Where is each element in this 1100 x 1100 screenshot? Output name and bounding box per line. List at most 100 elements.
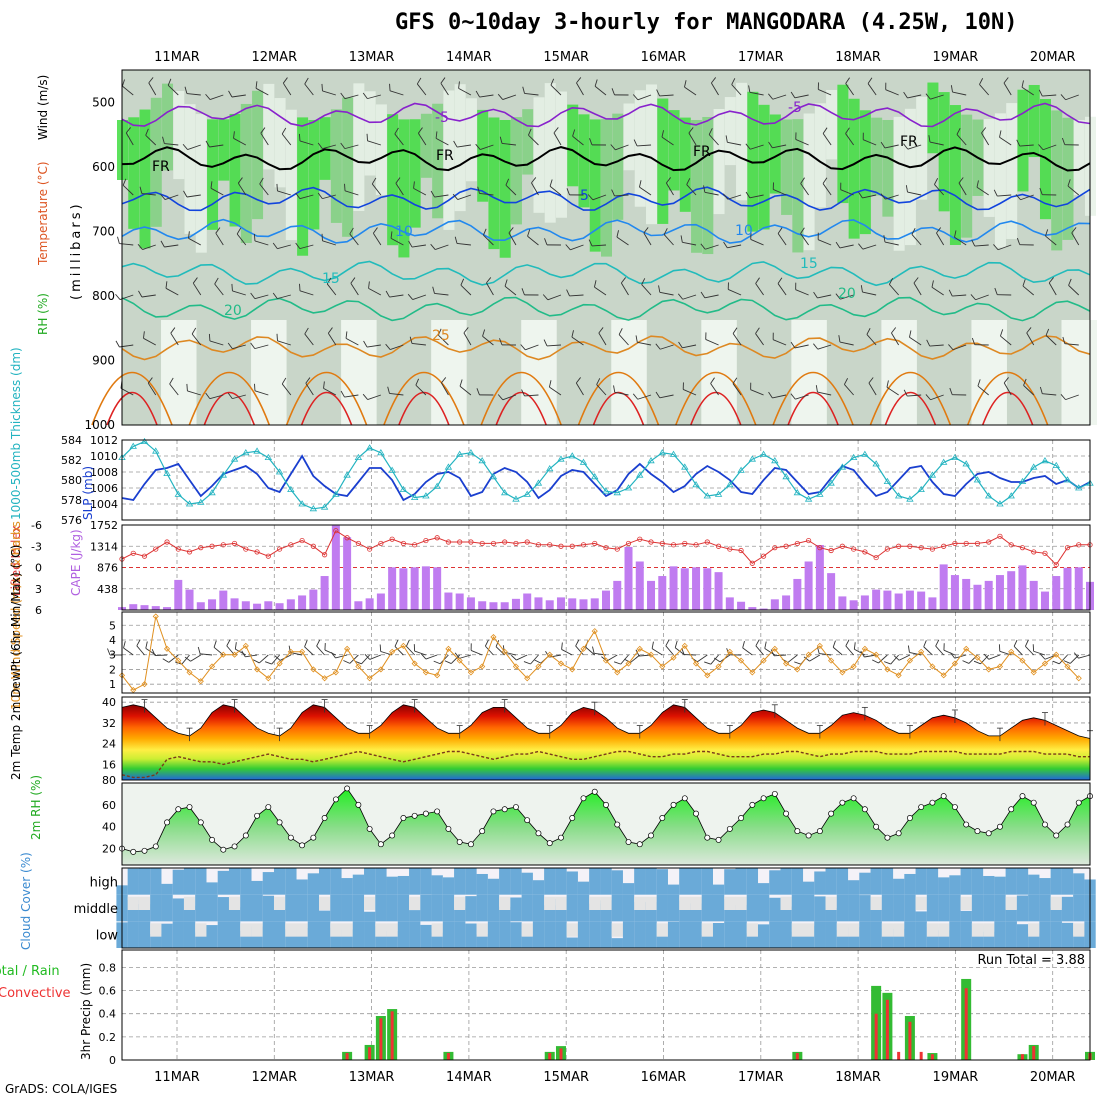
- wind-barb: [907, 645, 910, 653]
- temp2m-axis-label: 2m Temp 2m DewPt (6hr Min/Max) (°C): [9, 545, 23, 780]
- rh-marker: [175, 806, 182, 813]
- contour-label: 25: [432, 328, 450, 344]
- wind-barb: [572, 135, 584, 146]
- wind-barb: [572, 129, 576, 137]
- wind-barb: [524, 93, 539, 96]
- wind-barb: [755, 327, 760, 334]
- rh-patch: [477, 109, 489, 202]
- cloud-cell: [251, 894, 263, 922]
- rh-patch: [555, 91, 567, 218]
- rh-marker: [186, 804, 193, 811]
- wind-barb: [191, 327, 197, 335]
- cape-bar: [365, 598, 374, 610]
- wind-barb: [576, 82, 584, 96]
- wind-barb: [755, 283, 764, 296]
- lifted-marker: [614, 546, 620, 552]
- wind-barb: [454, 652, 460, 659]
- isotherm-line: [121, 102, 1091, 128]
- cloud-cell: [150, 868, 162, 895]
- wind-barb: [501, 143, 517, 146]
- rh-patch: [892, 320, 906, 425]
- cloud-cell: [949, 875, 961, 895]
- lifted-marker: [873, 554, 879, 561]
- lifted-marker: [209, 543, 215, 549]
- cape-bar: [962, 578, 971, 610]
- isotherm-line: [121, 218, 1091, 244]
- wind-barb: [412, 294, 427, 300]
- wind-speed-marker: [276, 660, 283, 667]
- precip-panel: [342, 978, 1095, 1060]
- wind-barb: [659, 291, 674, 296]
- wind-barb: [936, 227, 942, 234]
- wind-barb: [708, 134, 719, 146]
- lifted-marker: [670, 542, 677, 548]
- cloud-cell: [296, 927, 308, 948]
- wind-barb: [971, 239, 976, 247]
- wind-barb: [976, 186, 989, 196]
- cape-bar: [680, 568, 689, 610]
- wind-speed-marker: [242, 642, 249, 649]
- wind-speed-marker: [951, 660, 958, 667]
- wind-barb: [704, 294, 719, 299]
- lifted-marker: [1076, 542, 1082, 548]
- wind-barb: [304, 83, 314, 96]
- slp-tick: 1004: [90, 498, 118, 511]
- cape-bar: [984, 580, 993, 610]
- wind-barb: [340, 142, 346, 149]
- slp-marker: [962, 460, 970, 467]
- wind-barb: [181, 654, 190, 665]
- wind-speed-marker: [1008, 648, 1015, 655]
- wind-barb: [115, 340, 120, 348]
- cloud-clear: [690, 896, 702, 910]
- wind-barb: [191, 333, 202, 346]
- wind-barb: [983, 653, 990, 660]
- wind-barb: [794, 94, 809, 99]
- wind-barb: [988, 654, 1001, 660]
- cloud-cell: [476, 894, 488, 922]
- wind-barb: [549, 179, 553, 187]
- isotherm-30: [869, 371, 952, 426]
- cloud-cell: [341, 878, 353, 895]
- cloud-cell: [848, 927, 860, 948]
- slp-marker: [737, 466, 745, 473]
- wind-barb: [632, 94, 639, 101]
- cloud-clear: [251, 923, 263, 937]
- wind-barb: [525, 344, 539, 351]
- rh-patch: [803, 113, 815, 251]
- wind-barb: [299, 194, 314, 200]
- wind-barb: [304, 640, 308, 647]
- wind-barb: [1048, 282, 1057, 296]
- wind-barb: [327, 327, 333, 334]
- slp-tick: 1006: [90, 482, 118, 495]
- rh-marker: [276, 819, 283, 826]
- cloud-cell: [499, 868, 511, 895]
- cloud-clear: [735, 896, 747, 910]
- wind-barb: [1063, 660, 1071, 664]
- cloud-clear: [228, 896, 241, 910]
- cape-bar: [163, 607, 172, 610]
- wind-barb: [868, 377, 874, 384]
- wind-barb: [794, 344, 809, 349]
- cloud-cell: [825, 921, 837, 948]
- wind-barb: [274, 655, 281, 661]
- cloud-cell: [994, 894, 1006, 922]
- rh-marker: [580, 795, 587, 802]
- cloud-cell: [206, 882, 218, 895]
- wind-barb: [979, 84, 990, 96]
- wind-speed-marker: [299, 648, 306, 655]
- wind-barb: [1020, 194, 1034, 201]
- wind-barb: [616, 230, 619, 238]
- wind-barb: [800, 227, 805, 234]
- wind-speed-marker: [771, 645, 778, 652]
- cloud-cell: [442, 921, 455, 948]
- slp-marker: [433, 482, 441, 489]
- wind-barb: [620, 282, 629, 296]
- lifted-marker: [828, 547, 834, 554]
- cloud-cell: [183, 905, 196, 922]
- wind-barb: [482, 228, 487, 236]
- rh-marker: [1030, 799, 1037, 806]
- wind-barb: [954, 236, 967, 246]
- wind-barb: [368, 281, 370, 289]
- cloud-clear: [915, 896, 927, 910]
- cloud-cell: [251, 926, 263, 948]
